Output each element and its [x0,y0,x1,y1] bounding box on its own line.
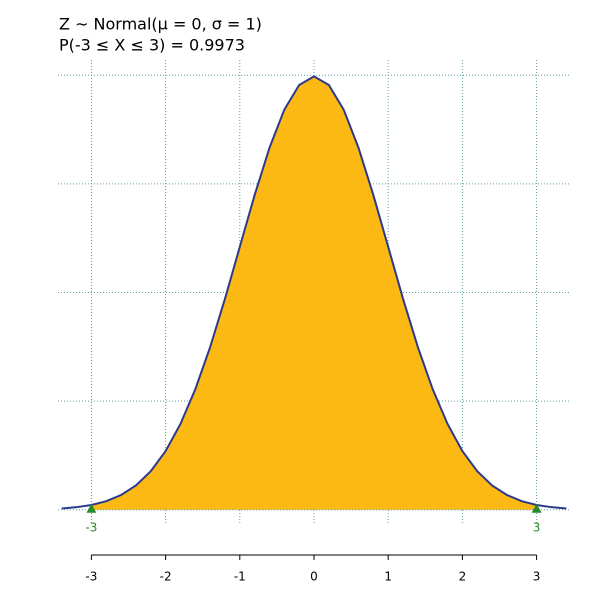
chart-title: Z ~ Normal(μ = 0, σ = 1) [59,15,262,34]
x-tick-label: 1 [384,570,392,584]
range-label: -3 [85,520,97,534]
shaded-area [91,76,537,510]
chart-subtitle: P(-3 ≤ X ≤ 3) = 0.9973 [59,36,245,55]
x-tick-label: -1 [234,570,246,584]
x-tick-label: 0 [310,570,318,584]
x-tick-label: -2 [160,570,172,584]
x-tick-label: 2 [459,570,467,584]
range-label: 3 [533,520,541,534]
x-tick-label: -3 [85,570,97,584]
x-tick-label: 3 [533,570,541,584]
density-curve [61,75,567,510]
range-marker [531,503,542,513]
range-marker [86,503,97,513]
